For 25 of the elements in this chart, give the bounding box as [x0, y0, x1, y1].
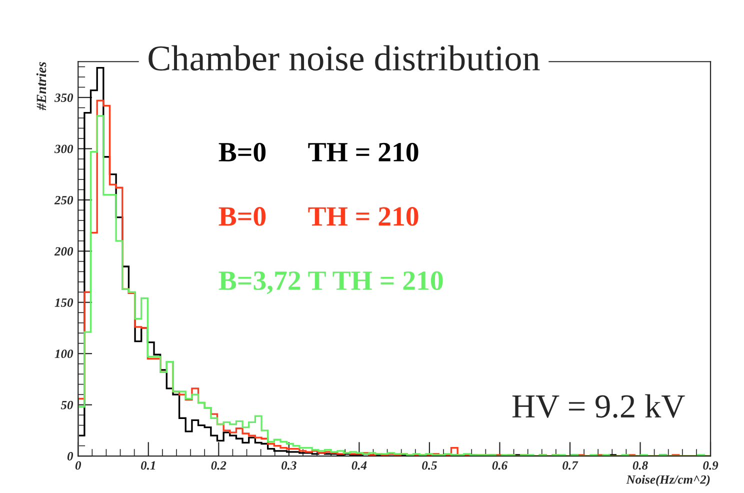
text: B=0 TH = 210 [218, 207, 418, 226]
x-tick-label: 0.7 [562, 461, 578, 470]
annotation: HV = 9.2 kV [512, 394, 685, 418]
y-tick-label: 350 [54, 94, 74, 102]
text: B=0 TH = 210 [218, 142, 418, 162]
x-tick-label: 0 [75, 461, 82, 470]
text: B=3,72 T TH = 210 [218, 271, 443, 294]
x-tick-label: 0.1 [141, 461, 155, 470]
x-tick-label: 0.3 [282, 461, 296, 470]
x-tick-label: 0.2 [211, 461, 226, 470]
x-tick-label: 0.9 [703, 461, 718, 470]
x-tick-label: 0.4 [352, 461, 367, 470]
y-tick-label: 250 [54, 196, 74, 204]
x-tick-label: 0.8 [632, 461, 648, 470]
x-tick-label: 0.6 [492, 461, 508, 470]
y-tick-label: 300 [54, 144, 74, 154]
y-tick-label: 0 [67, 452, 74, 460]
y-tick-label: 200 [54, 247, 74, 256]
x-axis-title: Noise(Hz/cm^2) [626, 475, 710, 486]
y-tick-label: 50 [60, 400, 74, 410]
y-tick-label: 150 [54, 298, 74, 307]
y-axis-title: #Entries [36, 62, 46, 110]
y-tick-label: 100 [54, 350, 74, 358]
x-tick-label: 0.5 [422, 461, 437, 470]
chart-title: Chamber noise distribution [148, 45, 540, 71]
